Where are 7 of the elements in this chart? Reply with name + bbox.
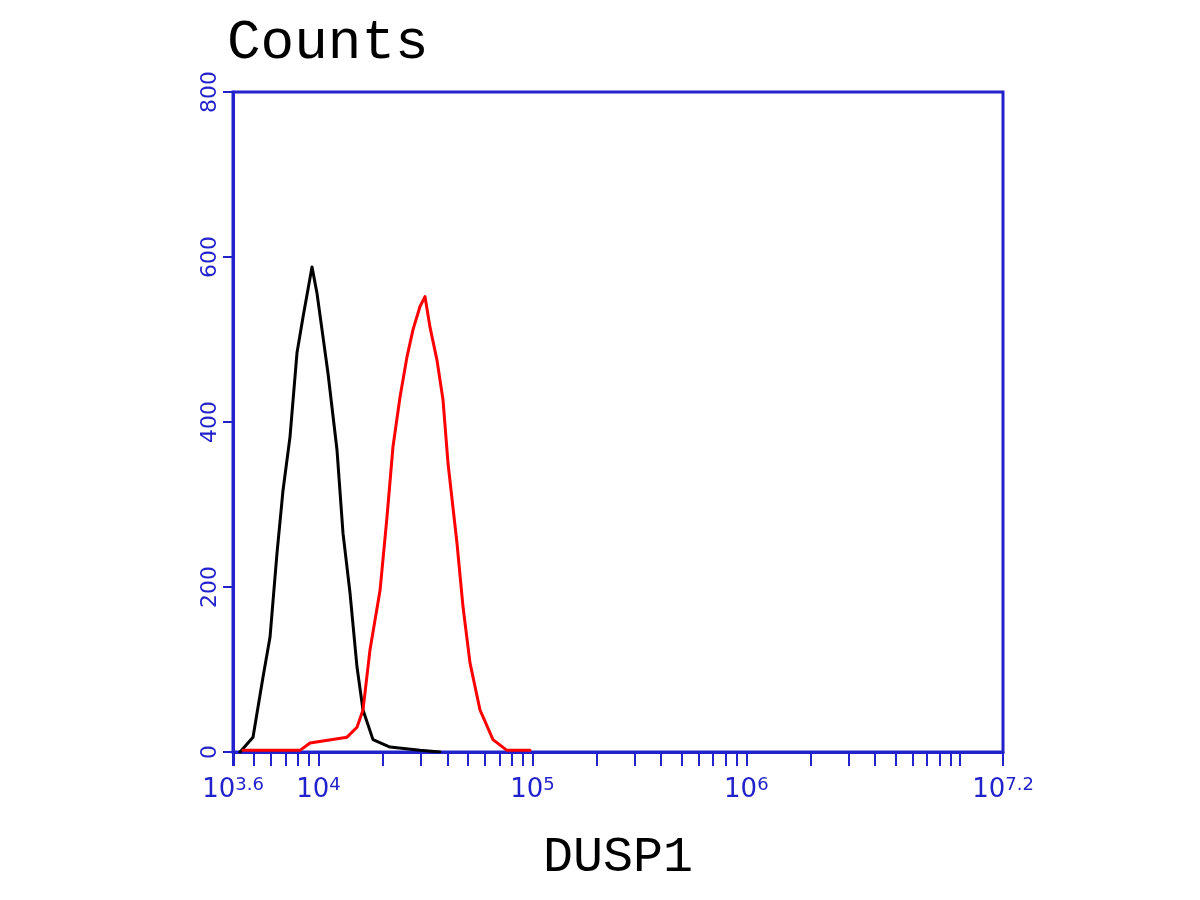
y-tick-label: 0	[195, 745, 221, 759]
x-axis-title: DUSP1	[542, 828, 694, 886]
y-tick-label: 800	[195, 71, 221, 113]
y-tick-label: 200	[195, 566, 221, 608]
chart-title: Counts	[227, 11, 429, 75]
y-tick-label: 400	[195, 401, 221, 443]
y-tick-label: 600	[195, 236, 221, 278]
